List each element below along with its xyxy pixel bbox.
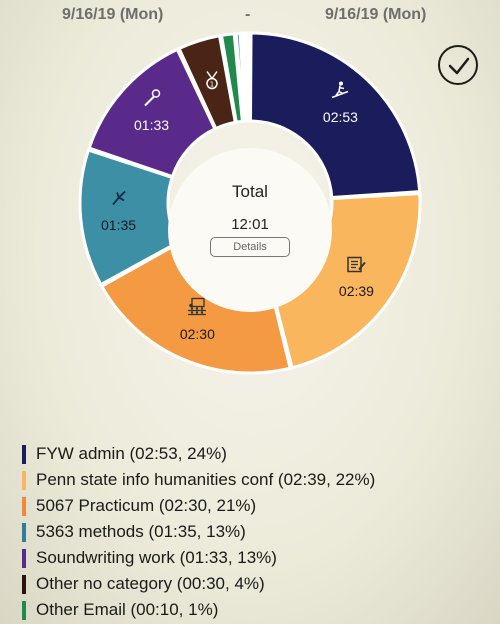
- date-range[interactable]: 9/16/19 (Mon) - 9/16/19 (Mon): [0, 6, 500, 28]
- microphone-icon: [142, 89, 162, 114]
- legend-label: Soundwriting work (01:33, 13%): [36, 548, 277, 567]
- legend-swatch: [22, 445, 26, 464]
- total-value: 12:01: [231, 216, 269, 233]
- legend-swatch: [22, 549, 26, 568]
- slice-soundwriting-work[interactable]: [87, 47, 217, 179]
- svg-text:1: 1: [210, 80, 214, 88]
- legend-label: FYW admin (02:53, 24%): [36, 444, 227, 463]
- legend-swatch: [22, 497, 26, 516]
- legend-label: 5363 methods (01:35, 13%): [36, 522, 246, 541]
- slice-fyw-admin[interactable]: [248, 31, 422, 200]
- details-button[interactable]: Details: [210, 237, 290, 257]
- slice-time-label: 01:33: [133, 117, 170, 134]
- legend-label: 5067 Practicum (02:30, 21%): [36, 496, 257, 515]
- slice-time-label: 01:35: [101, 217, 137, 234]
- legend-label: Penn state info humanities conf (02:39, …: [36, 470, 376, 489]
- date-separator: -: [245, 6, 251, 23]
- treadmill-icon: [330, 80, 350, 105]
- legend-label: Other no category (00:30, 4%): [36, 574, 265, 593]
- legend-swatch: [22, 601, 26, 620]
- end-date[interactable]: 9/16/19 (Mon): [325, 6, 427, 23]
- chart-center: Total 12:01 Details: [168, 148, 332, 312]
- presentation-audience-icon: [187, 297, 207, 323]
- slice-time-label: 02:53: [322, 108, 358, 125]
- pliers-icon: [109, 189, 129, 214]
- legend-swatch: [22, 575, 26, 594]
- legend-label: Other Email (00:10, 1%): [36, 600, 219, 619]
- notepad-pencil-icon: [346, 255, 367, 280]
- slice-small-slice-c[interactable]: [245, 31, 252, 123]
- medal-icon: 1: [202, 70, 222, 95]
- total-title: Total: [232, 182, 268, 201]
- legend-swatch: [22, 523, 26, 542]
- legend-swatch: [22, 471, 26, 490]
- start-date[interactable]: 9/16/19 (Mon): [62, 6, 164, 23]
- confirm-button[interactable]: [438, 45, 478, 85]
- check-icon: [448, 57, 470, 75]
- donut-chart[interactable]: [0, 0, 500, 430]
- slice-time-label: 02:30: [179, 326, 215, 343]
- slice-time-label: 02:39: [338, 283, 374, 300]
